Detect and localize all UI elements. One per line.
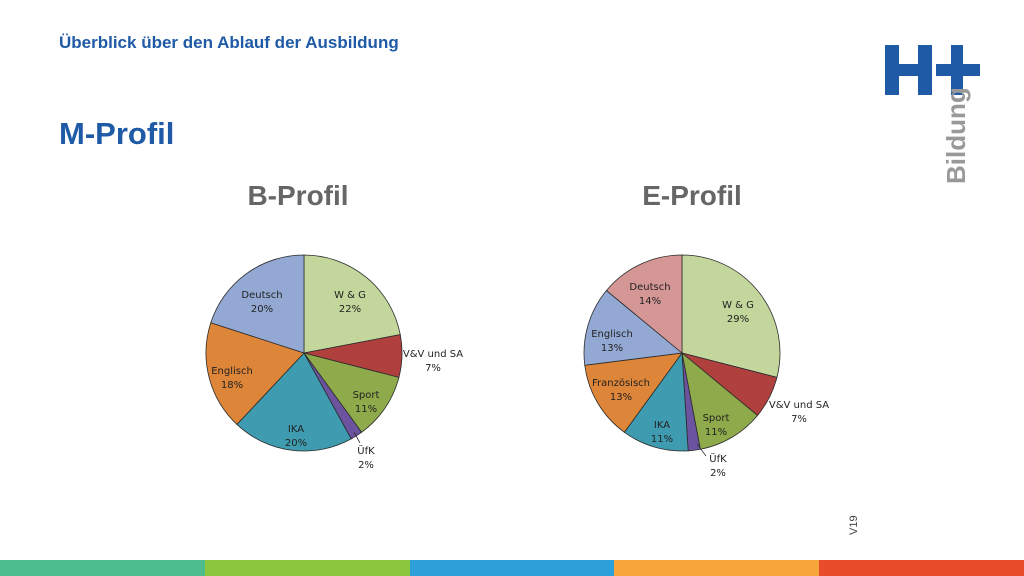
slice-label: ÜfK 2% [709,452,727,479]
pie-slice [236,352,352,452]
pie-slice [205,322,305,426]
pie-slice [210,254,305,354]
pie-slice [303,352,400,433]
slice-label: W & G 22% [334,290,366,315]
label-leader-line [353,431,361,444]
slice-label: Deutsch 20% [241,290,282,315]
pie-slice [681,351,759,450]
slice-label: Französisch 13% [592,378,650,403]
footer-bar-segment [0,560,205,576]
slice-label: Englisch 18% [211,366,253,391]
label-leader-line [696,443,707,457]
slice-label: ÜfK 2% [357,444,375,471]
h-plus-bildung-logo: Bildung [885,45,980,184]
footer-bar-segment [614,560,820,576]
slice-label: Sport 11% [703,413,730,438]
pie-slice [623,351,689,452]
footer-bar-segment [819,560,1024,576]
logo-word: Bildung [941,87,971,184]
slice-label: Englisch 13% [591,329,633,354]
pie-slice [583,289,683,366]
slice-label: Deutsch 14% [629,282,670,307]
footer-bar-segment [204,560,410,576]
pie-slice [605,254,683,354]
slice-label: Sport 11% [353,390,380,415]
slice-label: W & G 29% [722,300,754,325]
footer-bar-segment [409,560,615,576]
slide-subtitle: Überblick über den Ablauf der Ausbildung [59,33,399,52]
chart-title-e-profil: E-Profil [642,180,742,211]
slice-label: V&V und SA 7% [769,400,829,425]
footer-color-bar [0,560,1024,576]
slice-label: IKA 20% [285,424,307,449]
slice-label: IKA 11% [651,420,673,445]
pie-slice [303,254,401,354]
pie-slice [584,352,683,433]
pie-slice [681,254,781,378]
chart-title-b-profil: B-Profil [247,180,349,211]
slice-label: V&V und SA 7% [403,349,463,374]
version-label: V19 [848,515,860,535]
slide-title: M-Profil [59,116,175,151]
